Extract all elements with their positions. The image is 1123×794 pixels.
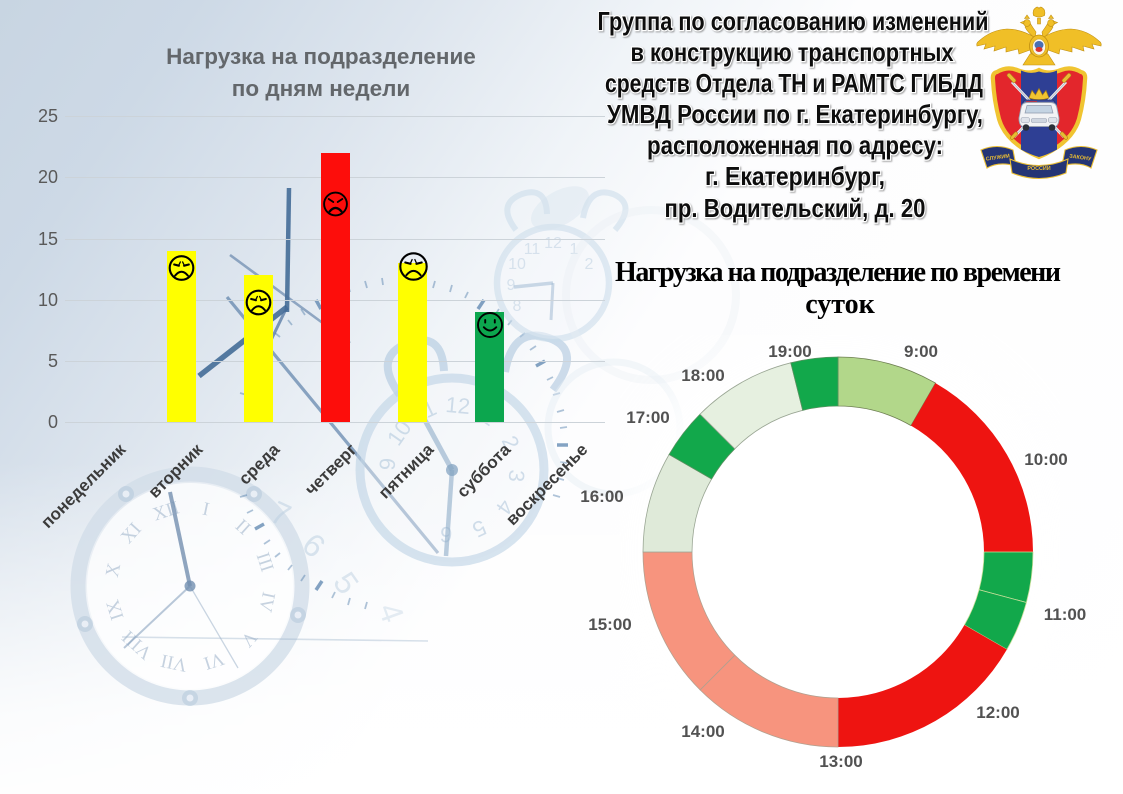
svg-text:пр. Водительский, д. 20: пр. Водительский, д. 20 — [665, 193, 926, 223]
svg-text:СЛУЖИМ: СЛУЖИМ — [985, 153, 1010, 162]
svg-text:3: 3 — [504, 469, 530, 483]
svg-text:РОССИИ: РОССИИ — [1027, 166, 1050, 172]
svg-text:4: 4 — [371, 598, 411, 627]
svg-text:расположенная по адресу:: расположенная по адресу: — [647, 130, 943, 160]
svg-text:г. Екатеринбург,: г. Екатеринбург, — [705, 161, 885, 191]
svg-text:I: I — [201, 499, 212, 521]
svg-text:Нагрузка на подразделение по в: Нагрузка на подразделение по времени — [615, 257, 1061, 288]
svg-text:8: 8 — [513, 298, 522, 315]
svg-text:11: 11 — [524, 241, 541, 258]
svg-text:IV: IV — [254, 590, 279, 614]
svg-text:в конструкцию транспортных: в конструкцию транспортных — [631, 37, 954, 67]
svg-text:Группа по согласованию изменен: Группа по согласованию изменений — [598, 6, 989, 36]
svg-text:X: X — [102, 561, 125, 579]
svg-text:10: 10 — [508, 256, 526, 273]
svg-text:1: 1 — [570, 241, 579, 258]
svg-text:УМВД России по г. Екатеринбург: УМВД России по г. Екатеринбургу, — [607, 99, 983, 129]
svg-text:средств Отдела ТН и РАМТС ГИБД: средств Отдела ТН и РАМТС ГИБДД — [605, 68, 983, 98]
svg-text:9: 9 — [507, 277, 516, 294]
svg-text:9: 9 — [375, 457, 401, 471]
svg-text:12: 12 — [445, 392, 472, 419]
svg-text:5: 5 — [326, 565, 366, 600]
svg-text:суток: суток — [805, 289, 875, 320]
svg-text:ЗАКОНУ: ЗАКОНУ — [1069, 154, 1092, 163]
svg-text:2: 2 — [585, 256, 594, 273]
